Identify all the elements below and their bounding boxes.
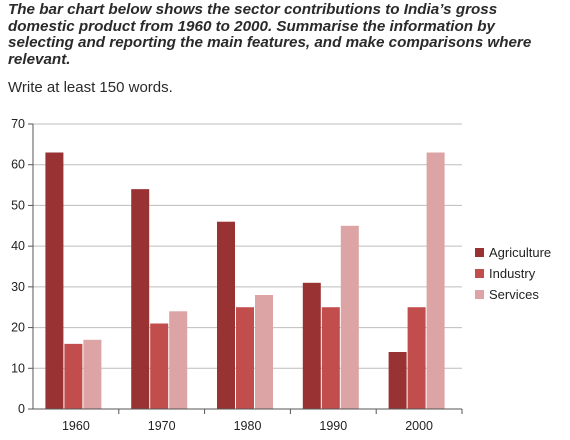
bar-services-1970 xyxy=(169,311,188,409)
y-tick-label: 30 xyxy=(11,280,25,294)
bar-agriculture-1960 xyxy=(45,152,64,409)
chart-legend: Agriculture Industry Services xyxy=(475,245,551,302)
y-tick-label: 70 xyxy=(11,117,25,131)
y-tick-label: 0 xyxy=(18,402,25,416)
y-tick-label: 10 xyxy=(11,361,25,375)
task-prompt: The bar chart below shows the sector con… xyxy=(8,1,532,68)
y-tick-label: 60 xyxy=(11,158,25,172)
bar-industry-2000 xyxy=(407,307,426,409)
legend-swatch-industry xyxy=(475,269,484,278)
bar-agriculture-2000 xyxy=(388,352,407,409)
bar-services-1990 xyxy=(340,225,359,409)
y-axis-ticks: 0 10 20 30 40 50 60 70 xyxy=(11,117,33,416)
x-tick-label: 1980 xyxy=(234,419,262,433)
bar-industry-1980 xyxy=(236,307,254,409)
x-tick-label: 1970 xyxy=(148,419,176,433)
x-axis-ticks: 1960 1970 1980 1990 2000 xyxy=(62,409,463,433)
legend-label-services: Services xyxy=(489,287,539,302)
bar-services-2000 xyxy=(426,152,445,409)
y-tick-label: 50 xyxy=(11,198,25,212)
chart-bars xyxy=(45,152,445,409)
bar-industry-1990 xyxy=(321,307,340,409)
bar-agriculture-1980 xyxy=(217,221,235,409)
bar-services-1960 xyxy=(83,339,102,409)
bar-services-1980 xyxy=(255,295,273,409)
chart-axes xyxy=(32,124,462,410)
x-tick-label: 1990 xyxy=(319,419,347,433)
x-tick-label: 1960 xyxy=(62,419,90,433)
y-tick-label: 40 xyxy=(11,239,25,253)
bar-industry-1960 xyxy=(64,343,83,409)
legend-swatch-agriculture xyxy=(475,248,484,257)
bar-agriculture-1970 xyxy=(131,189,150,409)
bar-industry-1970 xyxy=(150,323,169,409)
x-tick-label: 2000 xyxy=(405,419,433,433)
bar-agriculture-1990 xyxy=(302,282,321,409)
word-count-instruction: Write at least 150 words. xyxy=(8,79,173,96)
legend-swatch-services xyxy=(475,290,484,299)
legend-label-agriculture: Agriculture xyxy=(489,245,551,260)
legend-label-industry: Industry xyxy=(489,266,536,281)
y-tick-label: 20 xyxy=(11,321,25,335)
